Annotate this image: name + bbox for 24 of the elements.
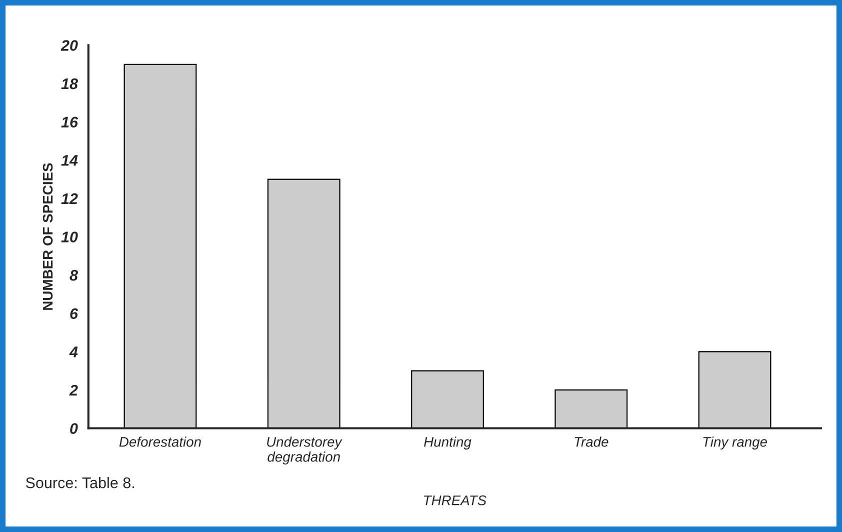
y-tick-label: 0	[70, 423, 78, 434]
bar	[698, 351, 772, 428]
y-tick-label: 12	[61, 193, 78, 204]
bar	[411, 370, 484, 428]
y-tick-label: 2	[69, 384, 78, 396]
y-tick-label: 20	[60, 40, 78, 51]
x-tick-label: Hunting	[424, 436, 472, 450]
x-tick-label: Tiny range	[703, 436, 768, 450]
y-tick-label: 18	[61, 78, 78, 90]
y-tick-label: 14	[61, 155, 78, 166]
y-tick-label: 16	[61, 116, 78, 128]
x-axis-title: THREATS	[424, 495, 486, 506]
bar	[554, 389, 628, 428]
bar	[267, 178, 340, 428]
y-tick-label: 6	[70, 308, 78, 320]
x-tick-label: Understorey degradation	[267, 436, 342, 464]
x-tick-label: Deforestation	[119, 436, 201, 447]
source-note: Source: Table 8.	[26, 477, 134, 488]
bar	[124, 64, 197, 428]
y-tick-label: 8	[70, 270, 78, 281]
y-tick-label: 4	[69, 346, 78, 358]
y-tick-label: 10	[61, 232, 78, 242]
y-axis-title: NUMBER OF SPECIES	[42, 163, 53, 310]
x-tick-label: Trade	[574, 436, 608, 447]
